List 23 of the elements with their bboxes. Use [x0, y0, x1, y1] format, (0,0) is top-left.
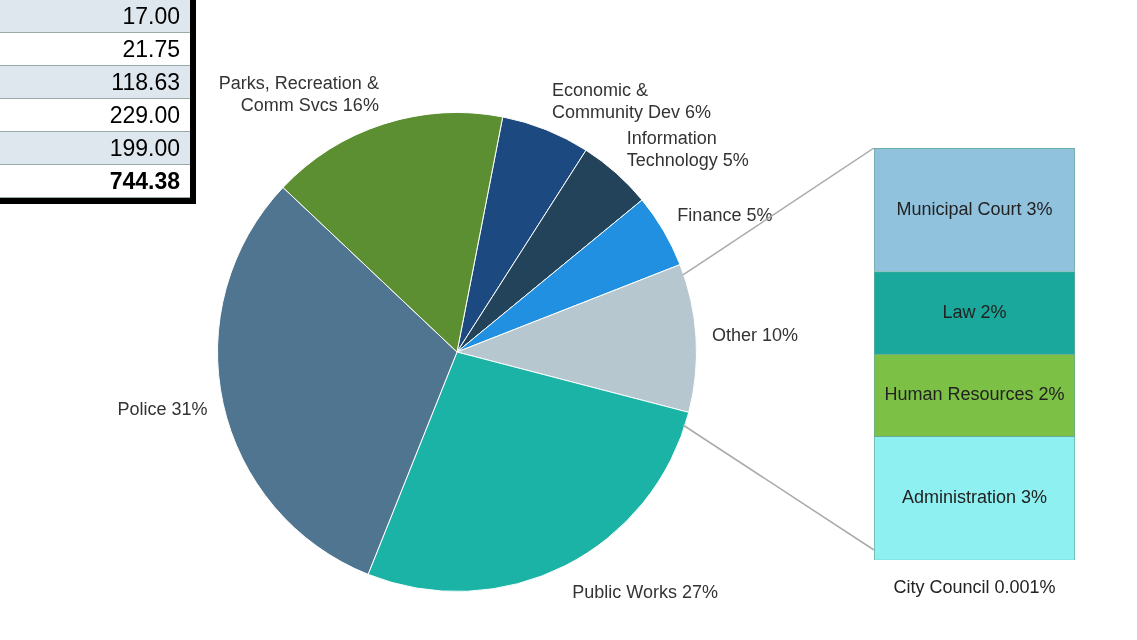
series-label: City Council	[893, 576, 990, 597]
data-label: 2%	[1038, 384, 1065, 405]
text: 17.00	[0, 0, 190, 33]
text: 118.63	[0, 66, 190, 99]
text: 744.38	[0, 165, 190, 198]
data-label: 2%	[980, 301, 1007, 322]
series-label: Municipal Court	[896, 198, 1022, 219]
text: 199.00	[0, 132, 190, 165]
slice-label: Information Technology 5%	[626, 128, 749, 171]
slice-label: Parks, Recreation & Comm Svcs 16%	[218, 73, 379, 116]
series-label: Law	[942, 301, 977, 322]
series-label: Administration	[901, 487, 1017, 508]
data-label: 3%	[1021, 487, 1048, 508]
slice-label: Finance 5%	[677, 204, 773, 225]
data-label: 3%	[1026, 198, 1053, 219]
data-label: 0.001%	[994, 576, 1056, 597]
slice-label: Other 10%	[712, 324, 799, 345]
slice-label: Economic & Community Dev 6%	[551, 79, 711, 122]
slice-label: Public Works 27%	[572, 581, 718, 602]
series-label: Human Resources	[884, 384, 1034, 405]
slice-label: Police 31%	[117, 398, 208, 419]
text: 229.00	[0, 99, 190, 132]
text: 21.75	[0, 33, 190, 66]
